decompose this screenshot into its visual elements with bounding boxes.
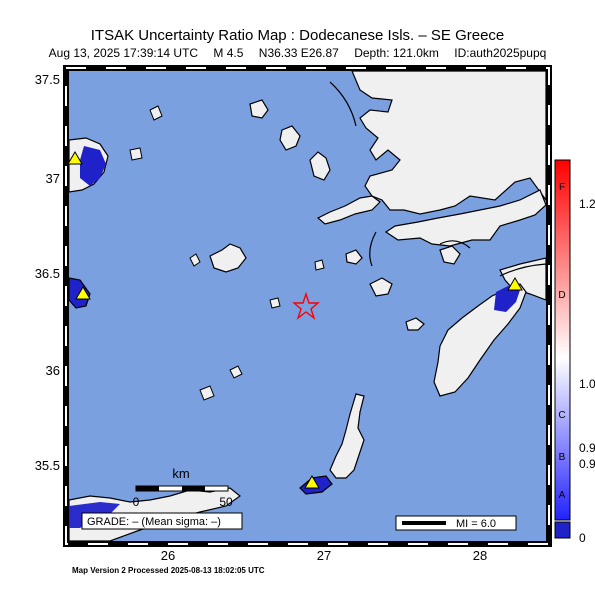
tilos-island	[369, 277, 393, 297]
chalki-island	[405, 317, 425, 331]
colorbar-letter: A	[559, 490, 566, 501]
colorbar-value: 0.9	[579, 457, 595, 471]
small-island-5	[199, 385, 215, 401]
colorbar-letter: C	[558, 410, 565, 421]
event-depth: Depth: 121.0km	[354, 46, 439, 60]
small-island-7	[314, 259, 325, 271]
turkey-coast	[351, 71, 546, 215]
rhodes-island	[433, 283, 527, 397]
event-id: ID:auth2025pupq	[454, 46, 547, 60]
colorbar-letter: B	[559, 452, 566, 463]
map-frame	[63, 65, 552, 547]
colorbar-value: 0	[579, 531, 586, 545]
symi-island	[439, 245, 461, 265]
colorbar-value: 0.9	[579, 441, 595, 455]
lon-tick: 26	[161, 548, 175, 563]
leros-island	[309, 151, 331, 181]
mi-legend: MI = 6.0	[395, 515, 517, 531]
lat-tick: 37.5	[35, 72, 60, 87]
lon-tick: 27	[317, 548, 331, 563]
station-marker[interactable]	[304, 475, 320, 489]
small-island-1	[189, 253, 201, 267]
karpathos-island	[329, 393, 365, 479]
small-island-4	[129, 147, 143, 161]
scale-unit: km	[172, 466, 189, 481]
map-title: ITSAK Uncertainty Ratio Map : Dodecanese…	[90, 27, 505, 44]
fault-line-1	[329, 81, 357, 127]
colorbar-letter: F	[559, 182, 565, 193]
lat-tick-labels: 37.5 37 36.5 36 35.5	[35, 72, 60, 473]
lat-tick: 36	[46, 363, 60, 378]
datca-peninsula	[384, 189, 546, 247]
colorbar-letter: D	[558, 290, 565, 301]
fault-line-4	[499, 263, 546, 277]
station-marker[interactable]	[507, 277, 523, 291]
turkey-south	[499, 257, 546, 301]
event-magnitude: M 4.5	[213, 46, 244, 60]
grade-box: GRADE: – (Mean sigma: –)	[81, 512, 243, 530]
event-info: Aug 13, 2025 17:39:14 UTC M 4.5 N36.33 E…	[0, 46, 595, 60]
colorbar-value: 1.0	[579, 377, 595, 391]
colorbar-value: 1.2	[579, 197, 595, 211]
rhodes-high-uncertainty	[494, 284, 520, 312]
lat-tick: 37	[46, 171, 60, 186]
scale-right-label: 50	[219, 495, 233, 509]
map-area: km 0 50 GRADE: – (Mean sigma: –) MI = 6.…	[68, 71, 546, 541]
small-island-6	[149, 105, 163, 121]
station-marker[interactable]	[75, 286, 91, 300]
small-island-3	[229, 365, 243, 379]
amorgos-high-uncertainty	[80, 146, 106, 186]
colorbar: F D C B A 1.2 1.0 0.9 0.9 0	[554, 159, 595, 545]
station-marker[interactable]	[68, 151, 83, 165]
grade-label: GRADE: – (Mean sigma: –)	[87, 516, 221, 528]
lat-tick: 36.5	[35, 266, 60, 281]
lon-tick: 28	[473, 548, 487, 563]
nisyros-island	[345, 249, 363, 265]
lat-tick: 35.5	[35, 458, 60, 473]
kalymnos-island	[279, 125, 301, 151]
scale-left-label: 0	[133, 495, 140, 509]
fault-line-3	[439, 240, 471, 249]
agathonisi-island	[249, 99, 269, 119]
astypalaia-island	[209, 243, 247, 273]
event-location: N36.33 E26.87	[258, 46, 339, 60]
epicenter-star[interactable]	[292, 291, 320, 320]
fault-line-2	[369, 231, 377, 267]
footer-processed: Map Version 2 Processed 2025-08-13 18:02…	[72, 566, 265, 575]
kos-island	[316, 195, 381, 225]
scale-bar: km 0 50	[133, 466, 233, 509]
lon-tick-labels: 26 27 28	[161, 548, 487, 563]
mi-label: MI = 6.0	[456, 518, 496, 530]
event-datetime: Aug 13, 2025 17:39:14 UTC	[48, 46, 199, 60]
small-island-2	[269, 297, 281, 309]
